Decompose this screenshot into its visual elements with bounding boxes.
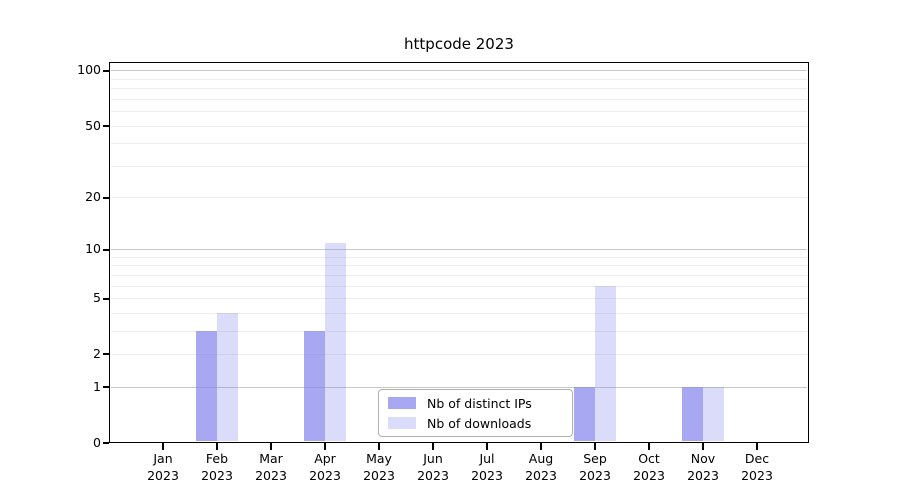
gridline-minor: [111, 256, 807, 258]
y-tick-0: [103, 442, 109, 444]
x-tick-aug: [540, 443, 542, 450]
gridline-minor: [111, 143, 807, 145]
gridline-minor: [111, 274, 807, 276]
x-tick-label-may: May 2023: [363, 451, 395, 483]
legend-swatch-distinct-ips: [388, 397, 416, 409]
gridline-minor: [111, 197, 807, 199]
legend-label-distinct-ips: Nb of distinct IPs: [427, 395, 532, 411]
bar-nov-distinct-ips: [682, 387, 703, 442]
y-tick-label-1: 1: [93, 378, 101, 394]
y-tick-label-10: 10: [85, 241, 101, 257]
x-tick-jul: [486, 443, 488, 450]
gridline-minor: [111, 111, 807, 113]
gridline-major: [111, 249, 807, 251]
bar-apr-downloads: [325, 242, 346, 442]
x-tick-label-mar: Mar 2023: [255, 451, 287, 483]
x-tick-feb: [216, 443, 218, 450]
gridline-minor: [111, 125, 807, 127]
x-tick-sep: [594, 443, 596, 450]
x-tick-jan: [162, 443, 164, 450]
x-tick-dec: [756, 443, 758, 450]
y-tick-1: [103, 386, 109, 389]
y-tick-label-0: 0: [93, 434, 101, 450]
gridline-major: [111, 70, 807, 72]
y-tick-label-2: 2: [93, 345, 101, 361]
x-tick-label-nov: Nov 2023: [687, 451, 719, 483]
gridline-minor: [111, 285, 807, 287]
gridline-major: [111, 386, 807, 388]
x-tick-may: [378, 443, 380, 450]
legend-label-downloads: Nb of downloads: [427, 415, 532, 431]
x-tick-label-jun: Jun 2023: [417, 451, 449, 483]
x-tick-oct: [648, 443, 650, 450]
x-tick-label-jul: Jul 2023: [471, 451, 503, 483]
gridline-minor: [111, 312, 807, 314]
bar-feb-downloads: [217, 313, 238, 442]
gridline-minor: [111, 353, 807, 355]
gridline-minor: [111, 265, 807, 267]
y-tick-20: [103, 196, 109, 199]
gridline-minor: [111, 98, 807, 100]
chart-title: httpcode 2023: [404, 35, 514, 53]
legend: Nb of distinct IPs Nb of downloads: [378, 389, 573, 437]
y-tick-label-100: 100: [77, 62, 101, 78]
x-tick-apr: [324, 443, 326, 450]
bar-nov-downloads: [703, 387, 724, 442]
y-tick-label-50: 50: [85, 117, 101, 133]
y-tick-5: [103, 297, 109, 300]
x-tick-mar: [270, 443, 272, 450]
x-tick-label-apr: Apr 2023: [309, 451, 341, 483]
y-tick-label-5: 5: [93, 290, 101, 306]
x-tick-label-jan: Jan 2023: [147, 451, 179, 483]
y-tick-2: [103, 353, 109, 356]
x-tick-label-sep: Sep 2023: [579, 451, 611, 483]
x-tick-jun: [432, 443, 434, 450]
gridline-minor: [111, 78, 807, 80]
legend-swatch-downloads: [388, 417, 416, 429]
y-tick-100: [103, 69, 109, 72]
y-tick-label-20: 20: [85, 189, 101, 205]
gridline-minor: [111, 165, 807, 167]
x-tick-label-feb: Feb 2023: [201, 451, 233, 483]
legend-item-distinct-ips: Nb of distinct IPs: [388, 396, 563, 411]
bar-sep-distinct-ips: [574, 387, 595, 442]
gridline-minor: [111, 330, 807, 332]
y-tick-50: [103, 125, 109, 128]
legend-item-downloads: Nb of downloads: [388, 416, 563, 431]
x-tick-nov: [702, 443, 704, 450]
bar-apr-distinct-ips: [304, 331, 325, 442]
bar-sep-downloads: [595, 286, 616, 442]
x-tick-label-dec: Dec 2023: [741, 451, 773, 483]
bar-feb-distinct-ips: [196, 331, 217, 442]
gridline-minor: [111, 88, 807, 90]
y-tick-10: [103, 248, 109, 251]
x-tick-label-aug: Aug 2023: [525, 451, 557, 483]
x-tick-label-oct: Oct 2023: [633, 451, 665, 483]
gridline-minor: [111, 298, 807, 300]
